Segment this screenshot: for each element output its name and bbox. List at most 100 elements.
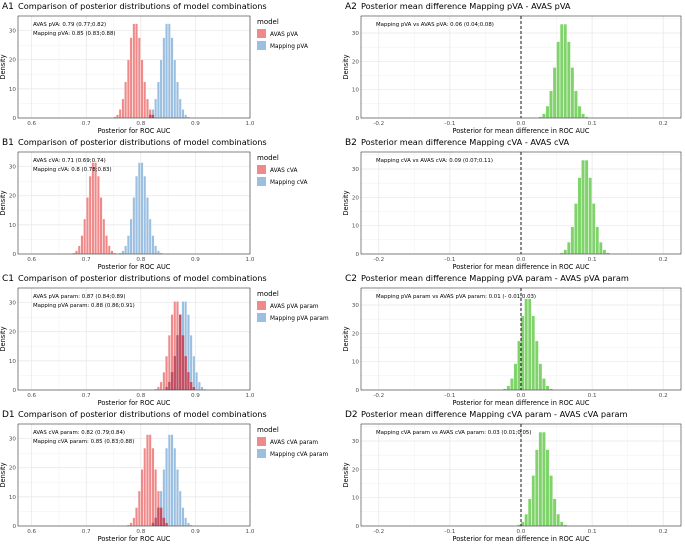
histogram-bar <box>588 177 592 255</box>
annotation-text: Mapping cVA param vs AVAS cVA param: 0.0… <box>376 430 531 436</box>
x-tick-label: 0.0 <box>517 529 526 535</box>
x-tick-label: 0.9 <box>191 121 200 127</box>
histogram-bar <box>195 371 198 391</box>
annotation-text: AVAS cVA param: 0.82 (0.79;0.84) <box>33 430 125 436</box>
legend-label: Mapping pVA param <box>270 316 329 322</box>
panel-title: Posterior mean difference Mapping pVA - … <box>361 1 571 11</box>
histogram-bar <box>581 113 585 119</box>
histogram-bar <box>591 203 596 255</box>
overlap-bar <box>184 356 187 390</box>
histogram-bar <box>154 245 157 255</box>
histogram-bar <box>170 434 174 527</box>
x-tick-label: 1.0 <box>246 257 255 263</box>
y-tick-label: 10 <box>352 88 360 94</box>
panel-b2: B2 Posterior mean difference Mapping cVA … <box>342 137 682 271</box>
histogram-bar <box>542 378 546 391</box>
legend-label: AVAS cVA param <box>270 440 318 446</box>
histogram-bar <box>167 23 171 119</box>
annotation-text: Mapping pVA param vs AVAS pVA param: 0.0… <box>376 294 536 300</box>
histogram-bar <box>97 175 100 255</box>
x-axis-label: Posterior for ROC AUC <box>98 263 171 271</box>
histogram-bar <box>178 490 182 527</box>
legend-key <box>257 29 266 38</box>
histogram-bar <box>545 449 550 527</box>
y-tick-label: 10 <box>352 360 360 366</box>
histogram-bar <box>121 98 125 119</box>
x-tick-label: -0.2 <box>373 529 384 535</box>
plot-border <box>360 15 682 119</box>
histogram-bar <box>563 249 567 255</box>
y-tick-label: 0 <box>12 388 16 394</box>
plot-border <box>360 287 682 391</box>
legend-key <box>257 41 266 50</box>
histogram-bar <box>545 105 550 119</box>
histogram-bar <box>157 386 160 391</box>
x-tick-label: 0.1 <box>588 393 597 399</box>
x-tick-label: 0.6 <box>27 257 36 263</box>
x-tick-label: 0.6 <box>27 529 36 535</box>
histogram-bar <box>542 431 546 527</box>
histogram-bar <box>510 378 514 391</box>
x-tick-label: 0.9 <box>191 393 200 399</box>
histogram-bar <box>165 447 168 527</box>
legend-key <box>257 437 266 446</box>
histogram-bar <box>127 59 130 119</box>
x-axis-label: Posterior for ROC AUC <box>98 127 171 135</box>
histogram-bar <box>559 521 564 527</box>
x-axis-label: Posterior for mean difference in ROC AUC <box>453 127 590 135</box>
histogram-bar <box>552 498 557 527</box>
x-tick-label: 0.9 <box>191 257 200 263</box>
legend-title: model <box>257 290 279 298</box>
x-tick-label: 0.9 <box>191 529 200 535</box>
plot-area <box>18 424 250 526</box>
histogram-bar <box>506 385 511 391</box>
y-tick-label: 20 <box>9 194 17 200</box>
histogram-bar <box>570 226 575 255</box>
histogram-bar <box>159 59 163 119</box>
annotation-text: AVAS pVA param: 0.87 (0.84;0.89) <box>33 294 125 300</box>
panel-d2: D2 Posterior mean difference Mapping cVA … <box>342 409 682 543</box>
x-tick-label: 0.0 <box>517 121 526 127</box>
histogram-bar <box>162 469 166 527</box>
legend-label: Mapping pVA <box>270 44 308 50</box>
overlap-bar <box>149 114 152 118</box>
x-tick-label: 0.1 <box>588 121 597 127</box>
panel-d1: D1 Comparison of posterior distributions … <box>0 409 328 543</box>
histogram-bar <box>135 175 138 255</box>
panel-title: Posterior mean difference Mapping cVA pa… <box>361 409 627 419</box>
histogram-bar <box>570 67 575 119</box>
histogram-bar <box>567 41 571 119</box>
x-tick-label: 0.2 <box>659 393 668 399</box>
histogram-bar <box>124 245 127 255</box>
histogram-bar <box>599 241 603 255</box>
annotation-text: Mapping cVA param: 0.85 (0.83;0.88) <box>33 439 134 445</box>
overlap-bar <box>157 507 160 526</box>
x-tick-label: -0.1 <box>444 257 455 263</box>
x-tick-label: 1.0 <box>246 121 255 127</box>
histogram-bar <box>556 41 560 119</box>
overlap-bar <box>159 507 163 526</box>
overlap-bar <box>192 386 196 390</box>
histogram-bar <box>542 113 546 119</box>
legend-title: model <box>257 154 279 162</box>
y-tick-label: 10 <box>9 359 17 365</box>
y-tick-label: 30 <box>9 165 17 171</box>
overlap-bar <box>151 522 155 526</box>
x-tick-label: 0.7 <box>82 257 91 263</box>
y-tick-label: 30 <box>9 301 17 307</box>
overlap-bar <box>165 522 168 526</box>
histogram-bar <box>577 177 582 255</box>
panel-c2: C2 Posterior mean difference Mapping pVA … <box>342 273 682 407</box>
x-tick-label: 0.7 <box>82 529 91 535</box>
x-axis-label: Posterior for mean difference in ROC AUC <box>453 263 590 271</box>
panel-tag: B2 <box>345 138 357 148</box>
y-axis-label: Density <box>0 326 7 351</box>
histogram-bar <box>137 162 141 255</box>
y-tick-label: 0 <box>12 252 16 258</box>
histogram-bar <box>173 447 177 527</box>
y-tick-label: 30 <box>352 303 360 309</box>
panel-tag: A1 <box>2 2 14 12</box>
plot-border <box>17 15 251 119</box>
x-tick-label: -0.2 <box>373 121 384 127</box>
